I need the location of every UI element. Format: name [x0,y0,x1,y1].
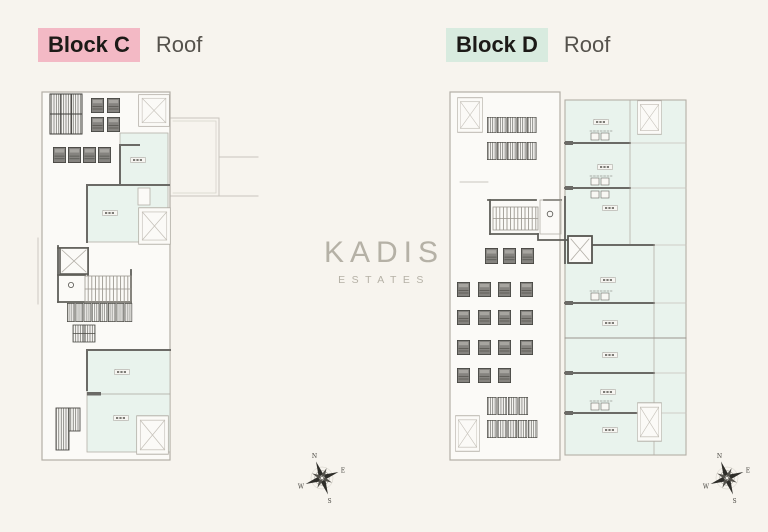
room-number-badge [600,277,616,283]
elevator [59,247,89,275]
room-number-badge [130,157,146,163]
compass-letter-e: E [746,468,750,475]
skylight [136,415,169,455]
block-c-floor-label: Roof [155,31,203,57]
compass-rose-right: N E S W [703,453,750,505]
block-d-header: Block D Roof [446,28,610,62]
room-number-badge [102,210,118,216]
compass-letter-s: S [327,498,331,505]
skylight [637,402,662,442]
room-number-badge [593,119,609,125]
brand-wordmark: KADIS [323,236,445,269]
walls [86,144,171,391]
block-c-header: Block C Roof [38,28,202,62]
stair-core [57,245,132,303]
block-d-right-outline [564,99,687,456]
wall-nub [87,392,101,396]
compass-rose-left: N E S W [298,453,345,505]
solar-panel-block [72,324,96,343]
solar-panel-l-block [55,407,81,451]
compass-letter-w: W [703,484,710,491]
elevator [567,235,593,264]
roof-fixtures [589,130,613,411]
stairs [492,206,539,231]
block-d-floor-label: Roof [563,31,611,57]
solar-panel-array [49,93,83,135]
compass-letter-n: N [312,453,317,460]
compass-star [305,461,339,495]
block-d-title: Block D [446,28,548,62]
room-number-badge [602,427,618,433]
block-d-floorplan [449,91,687,461]
brand-watermark: KADIS ESTATES [324,236,444,286]
roof-extension-outline [169,117,259,197]
room-number-badge [597,164,613,170]
compass-letter-n: N [717,453,722,460]
room-number-badge [113,415,129,421]
block-c-floorplan [37,91,259,461]
brand-subtitle: ESTATES [338,274,430,286]
skylight [457,97,483,133]
compass-star [710,461,744,495]
toilet [546,210,554,218]
room-number-badge [602,352,618,358]
room-dividers [564,141,687,415]
toilet [68,281,75,288]
stair-core [487,199,593,264]
wc-room [539,199,562,235]
skylight [138,207,171,245]
skylight [637,100,662,135]
room-number-badge [600,389,616,395]
compass-letter-s: S [732,498,736,505]
stairs [84,275,132,303]
compass-letter-e: E [341,468,345,475]
roof-hatch [137,187,151,206]
block-c-title: Block C [38,28,140,62]
skylight [455,415,480,452]
room-number-badge [114,369,130,375]
room-number-badge [602,320,618,326]
skylight [138,94,170,127]
room-number-badge [602,205,618,211]
compass-letter-w: W [298,484,305,491]
